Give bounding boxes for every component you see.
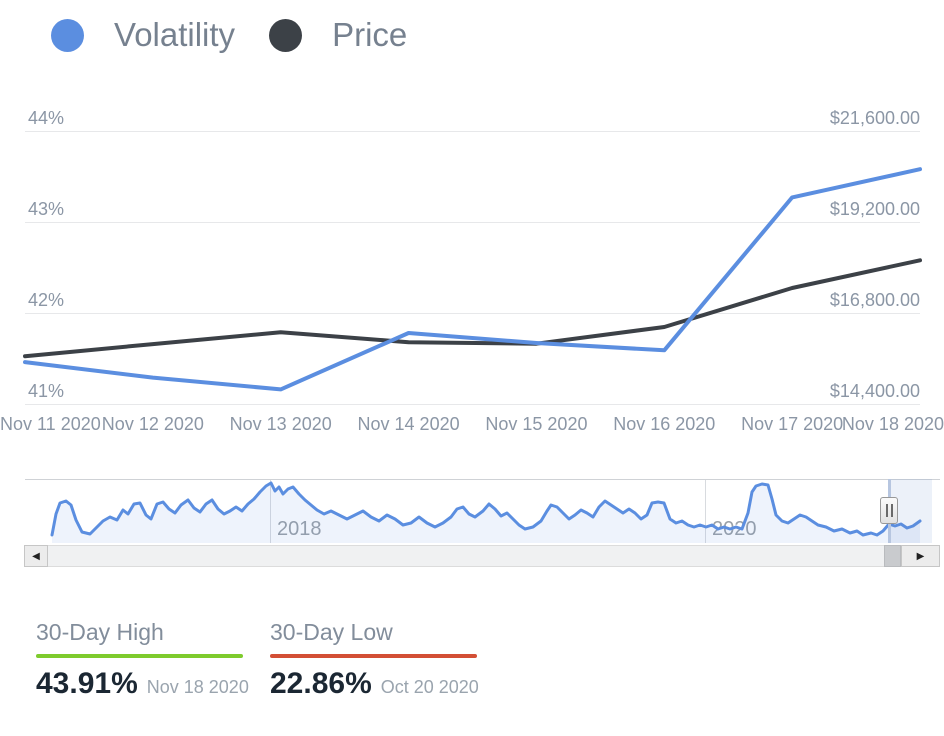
stat-30-day-low: 30-Day Low 22.86% Oct 20 2020 (270, 619, 479, 701)
x-axis-tick: Nov 17 2020 (741, 414, 844, 434)
navigator-year-gridline (705, 480, 706, 543)
y-axis-left-tick: 43% (28, 199, 65, 219)
navigator-handle[interactable] (880, 497, 898, 524)
stats-panel: 30-Day High 43.91% Nov 18 2020 30-Day Lo… (36, 619, 479, 701)
scrollbar-right-button[interactable]: ▶ (901, 545, 940, 567)
navigator-sparkline[interactable] (0, 479, 944, 543)
legend-label-price: Price (332, 16, 408, 53)
x-axis-tick: Nov 13 2020 (229, 414, 332, 434)
scrollbar-left-button[interactable]: ◀ (24, 545, 48, 567)
legend-label-volatility: Volatility (114, 16, 236, 53)
gridline (25, 131, 920, 132)
y-axis-right-tick: $14,400.00 (829, 381, 920, 401)
scroll-left-arrow-icon: ◀ (32, 550, 40, 562)
x-axis-tick: Nov 14 2020 (357, 414, 460, 434)
x-axis-tick: Nov 15 2020 (485, 414, 588, 434)
stat-label: 30-Day High (36, 619, 164, 645)
handle-grip-icon (890, 504, 893, 517)
y-axis-right-tick: $19,200.00 (829, 199, 920, 219)
navigator-year-gridline (270, 480, 271, 543)
x-axis-labels: Nov 11 2020 Nov 12 2020 Nov 13 2020 Nov 14 … (0, 414, 944, 438)
stat-high-underline (36, 654, 243, 658)
legend-item-volatility[interactable]: Volatility (51, 16, 235, 54)
legend-item-price[interactable]: Price (269, 16, 407, 54)
stat-low-value: 22.86% (270, 667, 372, 700)
gridline (25, 222, 920, 223)
x-axis-tick: Nov 11 2020 (0, 414, 101, 434)
volatility-dot-icon (51, 18, 84, 52)
stat-low-date: Oct 20 2020 (380, 677, 479, 697)
scroll-right-arrow-icon: ▶ (916, 550, 925, 562)
stat-30-day-high: 30-Day High 43.91% Nov 18 2020 (36, 619, 249, 701)
handle-grip-icon (885, 504, 888, 517)
legend: Volatility Price (51, 16, 407, 54)
scrollbar-track[interactable] (24, 545, 940, 567)
navigator-top-border (25, 479, 940, 480)
gridline (25, 313, 920, 314)
stat-low-underline (270, 654, 477, 658)
main-chart-plot[interactable] (0, 0, 944, 470)
y-axis-left-tick: 44% (28, 108, 65, 128)
x-axis-tick: Nov 18 2020 (841, 414, 944, 434)
navigator-area-fill (52, 483, 920, 543)
x-axis-tick: Nov 12 2020 (101, 414, 204, 434)
y-axis-right-tick: $21,600.00 (829, 108, 920, 128)
stat-label: 30-Day Low (270, 619, 393, 645)
y-axis-left-tick: 42% (28, 290, 65, 310)
volatility-series-line[interactable] (23, 167, 922, 392)
navigator[interactable]: 20182020 (0, 479, 944, 543)
scrollbar-thumb[interactable] (884, 545, 901, 567)
price-dot-icon (269, 18, 303, 52)
gridline (25, 404, 920, 405)
stat-high-value: 43.91% (36, 667, 138, 700)
x-axis-tick: Nov 16 2020 (613, 414, 716, 434)
stat-high-date: Nov 18 2020 (146, 677, 249, 697)
y-axis-right-tick: $16,800.00 (829, 290, 920, 310)
price-series-line[interactable] (23, 258, 922, 359)
y-axis-left-tick: 41% (28, 381, 65, 401)
navigator-year-label: 2018 (277, 518, 322, 541)
navigator-line (50, 481, 922, 537)
